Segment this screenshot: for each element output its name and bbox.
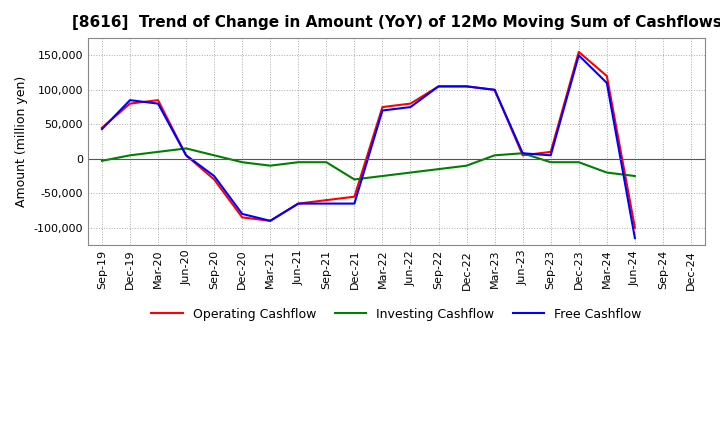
Free Cashflow bbox=[378, 108, 387, 113]
Investing Cashflow bbox=[210, 153, 218, 158]
Operating Cashflow bbox=[603, 73, 611, 79]
Investing Cashflow bbox=[322, 160, 330, 165]
Operating Cashflow bbox=[322, 198, 330, 203]
Free Cashflow bbox=[546, 153, 555, 158]
Operating Cashflow bbox=[631, 225, 639, 231]
Free Cashflow bbox=[181, 153, 190, 158]
Free Cashflow bbox=[406, 104, 415, 110]
Operating Cashflow bbox=[210, 177, 218, 182]
Investing Cashflow bbox=[490, 153, 499, 158]
Investing Cashflow bbox=[462, 163, 471, 169]
Investing Cashflow bbox=[546, 160, 555, 165]
Free Cashflow bbox=[603, 80, 611, 85]
Free Cashflow bbox=[434, 84, 443, 89]
Operating Cashflow bbox=[153, 98, 162, 103]
Operating Cashflow bbox=[546, 149, 555, 154]
Operating Cashflow bbox=[98, 125, 107, 130]
Free Cashflow bbox=[153, 101, 162, 106]
Investing Cashflow bbox=[518, 150, 527, 156]
Operating Cashflow bbox=[181, 153, 190, 158]
Free Cashflow bbox=[210, 173, 218, 179]
Operating Cashflow bbox=[462, 84, 471, 89]
Investing Cashflow bbox=[294, 160, 302, 165]
Investing Cashflow bbox=[631, 173, 639, 179]
Investing Cashflow bbox=[575, 160, 583, 165]
Free Cashflow bbox=[266, 218, 274, 224]
Y-axis label: Amount (million yen): Amount (million yen) bbox=[15, 76, 28, 207]
Operating Cashflow bbox=[575, 49, 583, 55]
Free Cashflow bbox=[98, 126, 107, 132]
Operating Cashflow bbox=[490, 87, 499, 92]
Free Cashflow bbox=[350, 201, 359, 206]
Operating Cashflow bbox=[294, 201, 302, 206]
Free Cashflow bbox=[462, 84, 471, 89]
Legend: Operating Cashflow, Investing Cashflow, Free Cashflow: Operating Cashflow, Investing Cashflow, … bbox=[146, 303, 647, 326]
Investing Cashflow bbox=[153, 149, 162, 154]
Operating Cashflow bbox=[266, 218, 274, 224]
Free Cashflow bbox=[575, 53, 583, 58]
Investing Cashflow bbox=[126, 153, 135, 158]
Operating Cashflow bbox=[434, 84, 443, 89]
Investing Cashflow bbox=[181, 146, 190, 151]
Investing Cashflow bbox=[406, 170, 415, 175]
Investing Cashflow bbox=[603, 170, 611, 175]
Operating Cashflow bbox=[126, 101, 135, 106]
Investing Cashflow bbox=[350, 177, 359, 182]
Investing Cashflow bbox=[434, 166, 443, 172]
Operating Cashflow bbox=[518, 153, 527, 158]
Free Cashflow bbox=[518, 150, 527, 156]
Free Cashflow bbox=[294, 201, 302, 206]
Free Cashflow bbox=[126, 98, 135, 103]
Line: Free Cashflow: Free Cashflow bbox=[102, 55, 635, 238]
Free Cashflow bbox=[631, 235, 639, 241]
Investing Cashflow bbox=[266, 163, 274, 169]
Investing Cashflow bbox=[378, 173, 387, 179]
Operating Cashflow bbox=[350, 194, 359, 199]
Line: Operating Cashflow: Operating Cashflow bbox=[102, 52, 635, 228]
Operating Cashflow bbox=[238, 215, 246, 220]
Free Cashflow bbox=[490, 87, 499, 92]
Operating Cashflow bbox=[378, 104, 387, 110]
Operating Cashflow bbox=[406, 101, 415, 106]
Investing Cashflow bbox=[238, 160, 246, 165]
Title: [8616]  Trend of Change in Amount (YoY) of 12Mo Moving Sum of Cashflows: [8616] Trend of Change in Amount (YoY) o… bbox=[71, 15, 720, 30]
Free Cashflow bbox=[238, 211, 246, 216]
Investing Cashflow bbox=[98, 158, 107, 164]
Free Cashflow bbox=[322, 201, 330, 206]
Line: Investing Cashflow: Investing Cashflow bbox=[102, 148, 635, 180]
